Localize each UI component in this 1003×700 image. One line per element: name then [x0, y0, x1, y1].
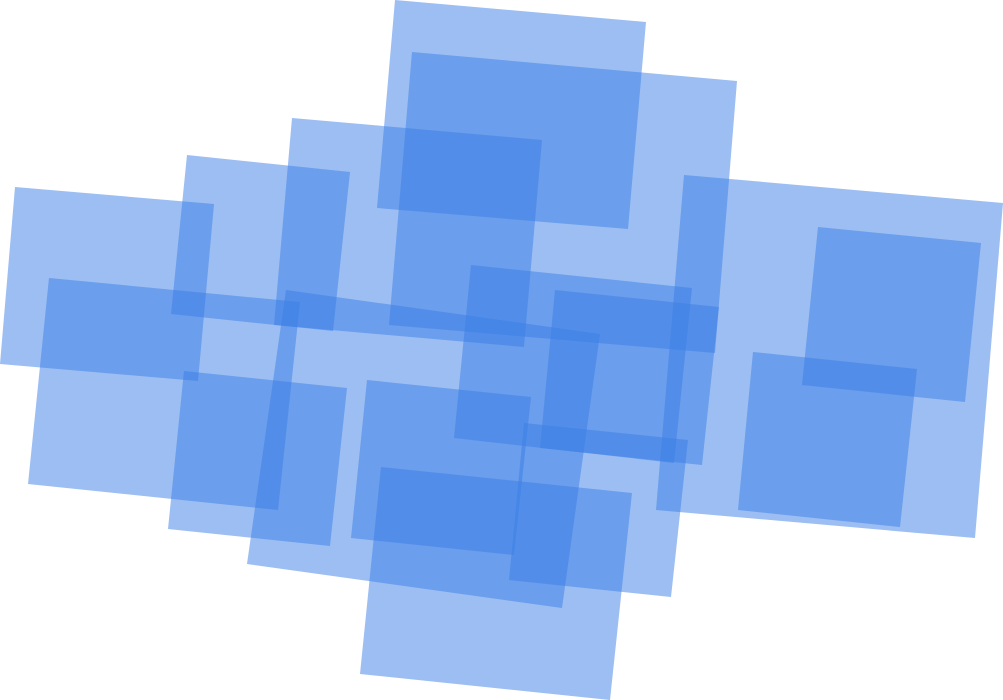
square-15	[802, 227, 981, 402]
square-11	[509, 423, 688, 597]
square-16	[738, 352, 917, 527]
square-4	[171, 155, 350, 331]
